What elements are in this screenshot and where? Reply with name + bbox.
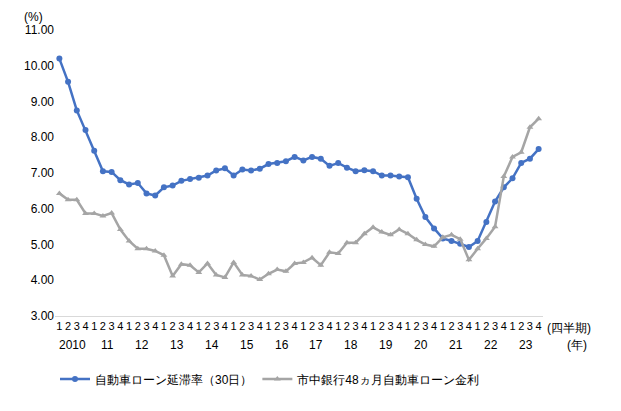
- svg-text:4: 4: [431, 320, 437, 332]
- svg-text:2: 2: [274, 320, 280, 332]
- svg-text:4.00: 4.00: [31, 273, 55, 287]
- svg-text:3: 3: [109, 320, 115, 332]
- svg-text:7.00: 7.00: [31, 166, 55, 180]
- svg-text:2: 2: [135, 320, 141, 332]
- svg-text:10.00: 10.00: [24, 59, 54, 73]
- svg-text:22: 22: [484, 338, 498, 352]
- svg-text:4: 4: [292, 320, 298, 332]
- svg-text:1: 1: [196, 320, 202, 332]
- svg-text:2: 2: [483, 320, 489, 332]
- svg-text:2: 2: [65, 320, 71, 332]
- svg-text:3.00: 3.00: [31, 309, 55, 323]
- svg-text:4: 4: [361, 320, 367, 332]
- svg-text:3: 3: [527, 320, 533, 332]
- svg-text:12: 12: [135, 338, 149, 352]
- svg-text:4: 4: [326, 320, 332, 332]
- svg-text:2: 2: [309, 320, 315, 332]
- svg-text:2: 2: [448, 320, 454, 332]
- svg-text:5.00: 5.00: [31, 238, 55, 252]
- svg-text:14: 14: [205, 338, 219, 352]
- svg-text:11.00: 11.00: [25, 23, 54, 37]
- svg-text:3: 3: [387, 320, 393, 332]
- svg-text:3: 3: [74, 320, 80, 332]
- svg-text:4: 4: [152, 320, 158, 332]
- svg-text:15: 15: [240, 338, 254, 352]
- svg-text:4: 4: [257, 320, 263, 332]
- svg-text:1: 1: [440, 320, 446, 332]
- svg-text:1: 1: [231, 320, 237, 332]
- svg-text:13: 13: [170, 338, 184, 352]
- svg-text:1: 1: [56, 320, 62, 332]
- svg-text:18: 18: [344, 338, 358, 352]
- svg-text:2: 2: [379, 320, 385, 332]
- svg-text:3: 3: [143, 320, 149, 332]
- svg-text:2: 2: [204, 320, 210, 332]
- svg-text:9.00: 9.00: [31, 95, 55, 109]
- svg-text:4: 4: [396, 320, 402, 332]
- svg-text:3: 3: [248, 320, 254, 332]
- svg-text:8.00: 8.00: [31, 130, 55, 144]
- svg-text:4: 4: [501, 320, 507, 332]
- svg-text:(四半期): (四半期): [547, 321, 591, 335]
- svg-text:21: 21: [449, 338, 463, 352]
- svg-text:4: 4: [82, 320, 88, 332]
- svg-text:3: 3: [318, 320, 324, 332]
- svg-text:20: 20: [414, 338, 428, 352]
- svg-text:2: 2: [170, 320, 176, 332]
- svg-text:4: 4: [466, 320, 472, 332]
- svg-text:4: 4: [187, 320, 193, 332]
- svg-text:3: 3: [422, 320, 428, 332]
- svg-text:1: 1: [370, 320, 376, 332]
- svg-text:市中銀行48ヵ月自動車ローン金利: 市中銀行48ヵ月自動車ローン金利: [297, 373, 478, 387]
- svg-text:23: 23: [519, 338, 533, 352]
- svg-text:1: 1: [300, 320, 306, 332]
- svg-text:1: 1: [265, 320, 271, 332]
- svg-text:17: 17: [309, 338, 323, 352]
- svg-text:3: 3: [353, 320, 359, 332]
- svg-text:2: 2: [100, 320, 106, 332]
- svg-text:19: 19: [379, 338, 393, 352]
- svg-text:1: 1: [335, 320, 341, 332]
- svg-text:2010: 2010: [59, 338, 86, 352]
- svg-text:1: 1: [405, 320, 411, 332]
- svg-text:(年): (年): [567, 338, 587, 352]
- svg-text:1: 1: [509, 320, 515, 332]
- svg-text:(%): (%): [24, 10, 43, 24]
- svg-text:2: 2: [239, 320, 245, 332]
- svg-text:3: 3: [283, 320, 289, 332]
- svg-text:3: 3: [213, 320, 219, 332]
- svg-text:1: 1: [161, 320, 167, 332]
- svg-text:3: 3: [178, 320, 184, 332]
- svg-text:2: 2: [414, 320, 420, 332]
- svg-text:3: 3: [492, 320, 498, 332]
- svg-text:3: 3: [457, 320, 463, 332]
- svg-text:11: 11: [101, 338, 114, 352]
- svg-text:2: 2: [344, 320, 350, 332]
- svg-text:4: 4: [117, 320, 123, 332]
- svg-text:6.00: 6.00: [31, 202, 55, 216]
- svg-text:1: 1: [126, 320, 132, 332]
- svg-text:2: 2: [518, 320, 524, 332]
- svg-text:4: 4: [222, 320, 228, 332]
- svg-text:1: 1: [91, 320, 97, 332]
- svg-text:1: 1: [475, 320, 481, 332]
- svg-text:4: 4: [536, 320, 542, 332]
- svg-text:16: 16: [275, 338, 289, 352]
- svg-text:自動車ローン延滞率（30日）: 自動車ローン延滞率（30日）: [95, 373, 252, 387]
